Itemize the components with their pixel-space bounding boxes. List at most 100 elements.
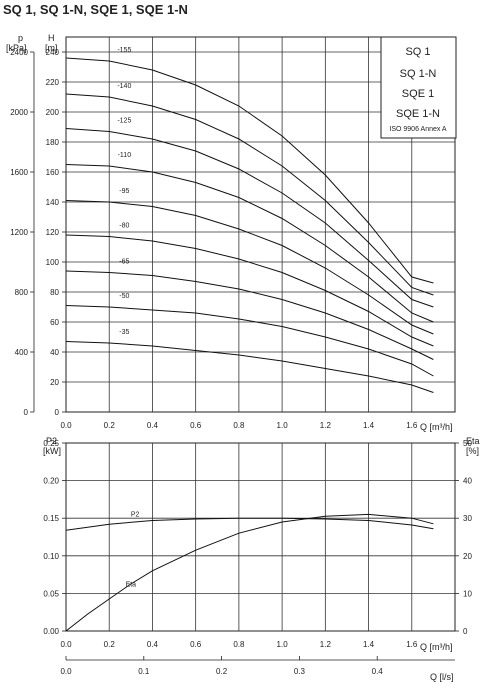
flow-tick-label: 1.0 — [277, 421, 289, 430]
power-plot-frame — [65, 442, 456, 632]
curve-eta — [65, 513, 434, 632]
flow-tick-label-m3h: 1.2 — [320, 640, 332, 649]
head-tick-label: 180 — [46, 138, 60, 147]
head-tick-label: 20 — [50, 378, 59, 387]
pressure-axis-label: p — [18, 33, 23, 43]
flow-ls-tick-label: 0.1 — [138, 667, 150, 676]
head-tick-label: 160 — [46, 168, 60, 177]
power-tick-label: 0.00 — [43, 627, 59, 636]
power-axis-label: P2 — [46, 436, 57, 446]
head-axis-label: H — [48, 33, 55, 43]
flow-tick-label: 0.2 — [104, 421, 116, 430]
flow-tick-label: 0.0 — [60, 421, 72, 430]
pressure-tick-label: 1600 — [10, 168, 28, 177]
head-curve-35 — [65, 341, 434, 393]
efficiency-axis-label: Eta — [466, 436, 480, 446]
head-tick-label: 0 — [55, 408, 60, 417]
flow-tick-label-m3h: 0.2 — [104, 640, 116, 649]
pressure-tick-label: 800 — [15, 288, 29, 297]
head-curve-140 — [65, 93, 434, 296]
flow-tick-label: 0.8 — [233, 421, 245, 430]
flow-ls-tick-label: 0.4 — [372, 667, 384, 676]
head-curve-label: -95 — [119, 188, 129, 195]
head-tick-label: 200 — [46, 108, 60, 117]
legend-box: SQ 1 SQ 1-N SQE 1 SQE 1-N ISO 9906 Annex… — [380, 36, 457, 139]
flow-axis-label-ls: Q [l/s] — [430, 672, 454, 682]
legend-model-2: SQ 1-N — [400, 68, 437, 80]
flow-tick-label: 1.4 — [363, 421, 375, 430]
flow-tick-label-m3h: 0.4 — [147, 640, 159, 649]
flow-axis-label: Q [m³/h] — [420, 422, 453, 432]
head-tick-label: 40 — [50, 348, 59, 357]
flow-tick-label-m3h: 0.6 — [190, 640, 202, 649]
pressure-tick-label: 2400 — [10, 48, 28, 57]
head-curve-label: -35 — [119, 329, 129, 336]
head-chart-ticks: 0204060801001201401601802002202400400800… — [10, 48, 418, 430]
legend-model-3: SQE 1 — [402, 88, 434, 100]
head-curve-label: -50 — [119, 293, 129, 300]
flow-tick-label-m3h: 1.4 — [363, 640, 375, 649]
head-curve-label: -80 — [119, 223, 129, 230]
pressure-tick-label: 400 — [15, 348, 29, 357]
legend-box-frame — [380, 36, 457, 139]
efficiency-axis-unit: [%] — [466, 446, 479, 456]
efficiency-tick-label: 30 — [463, 514, 472, 523]
p2-curve-label: P2 — [131, 511, 140, 518]
flow-tick-label: 1.6 — [406, 421, 418, 430]
flow-ls-tick-label: 0.0 — [60, 667, 72, 676]
head-curve-155 — [65, 57, 434, 284]
head-tick-label: 100 — [46, 258, 60, 267]
head-curve-label: -155 — [117, 47, 131, 54]
head-tick-label: 240 — [46, 48, 60, 57]
power-tick-label: 0.15 — [43, 514, 59, 523]
head-tick-label: 140 — [46, 198, 60, 207]
head-tick-label: 120 — [46, 228, 60, 237]
pressure-axis-unit: [kPa] — [6, 43, 27, 53]
flow-ls-tick-label: 0.3 — [294, 667, 306, 676]
power-chart-ticks: 0.00 0.05 0.10 0.15 0.20 0.25 0 10 20 30 40 50 0.0 0.… — [43, 439, 472, 676]
power-tick-label: 0.25 — [43, 439, 59, 448]
head-curve-label: -65 — [119, 259, 129, 266]
efficiency-tick-label: 10 — [463, 589, 472, 598]
flow-tick-label: 0.6 — [190, 421, 202, 430]
flow-tick-label: 0.4 — [147, 421, 159, 430]
power-efficiency-chart: P2 [kW] Eta [%] Q [m³/h] Q [l/s] P2 Eta 0… — [43, 436, 480, 682]
head-curve-65 — [65, 270, 434, 360]
power-efficiency-curves: P2 Eta — [65, 511, 434, 632]
head-tick-label: 220 — [46, 78, 60, 87]
curve-p2 — [65, 517, 434, 531]
flow-axis-label-m3h: Q [m³/h] — [420, 642, 453, 652]
head-curve-50 — [65, 305, 434, 377]
power-tick-label: 0.20 — [43, 477, 59, 486]
power-chart-grid — [65, 442, 456, 632]
flow-tick-label-m3h: 0.8 — [233, 640, 245, 649]
flow-tick-label-m3h: 1.6 — [406, 640, 418, 649]
head-curve-80 — [65, 234, 434, 347]
head-tick-label: 60 — [50, 318, 59, 327]
chart-title: SQ 1, SQ 1-N, SQE 1, SQE 1-N — [3, 2, 188, 17]
pressure-tick-label: 0 — [24, 408, 29, 417]
head-curve-95 — [65, 200, 434, 335]
flow-tick-label: 1.2 — [320, 421, 332, 430]
legend-model-1: SQ 1 — [405, 46, 430, 58]
legend-model-4: SQE 1-N — [396, 108, 440, 120]
flow-tick-label-m3h: 0.0 — [60, 640, 72, 649]
flow-ls-tick-label: 0.2 — [216, 667, 228, 676]
eta-curve-label: Eta — [126, 582, 137, 589]
head-chart: p [kPa] H [m] Q [m³/h] -155-140-125-110-… — [6, 33, 457, 432]
efficiency-tick-label: 20 — [463, 552, 472, 561]
efficiency-tick-label: 0 — [463, 627, 468, 636]
head-curve-125 — [65, 128, 434, 308]
pressure-tick-label: 2000 — [10, 108, 28, 117]
head-curve-label: -110 — [118, 152, 132, 159]
head-plot-frame — [65, 36, 456, 413]
efficiency-tick-label: 50 — [463, 439, 472, 448]
efficiency-tick-label: 40 — [463, 477, 472, 486]
head-axis-unit: [m] — [45, 43, 58, 53]
power-axis-unit: [kW] — [43, 446, 61, 456]
pressure-tick-label: 1200 — [10, 228, 28, 237]
power-tick-label: 0.05 — [43, 589, 59, 598]
head-tick-label: 80 — [50, 288, 59, 297]
head-curve-110 — [65, 164, 434, 323]
flow-tick-label-m3h: 1.0 — [277, 640, 289, 649]
